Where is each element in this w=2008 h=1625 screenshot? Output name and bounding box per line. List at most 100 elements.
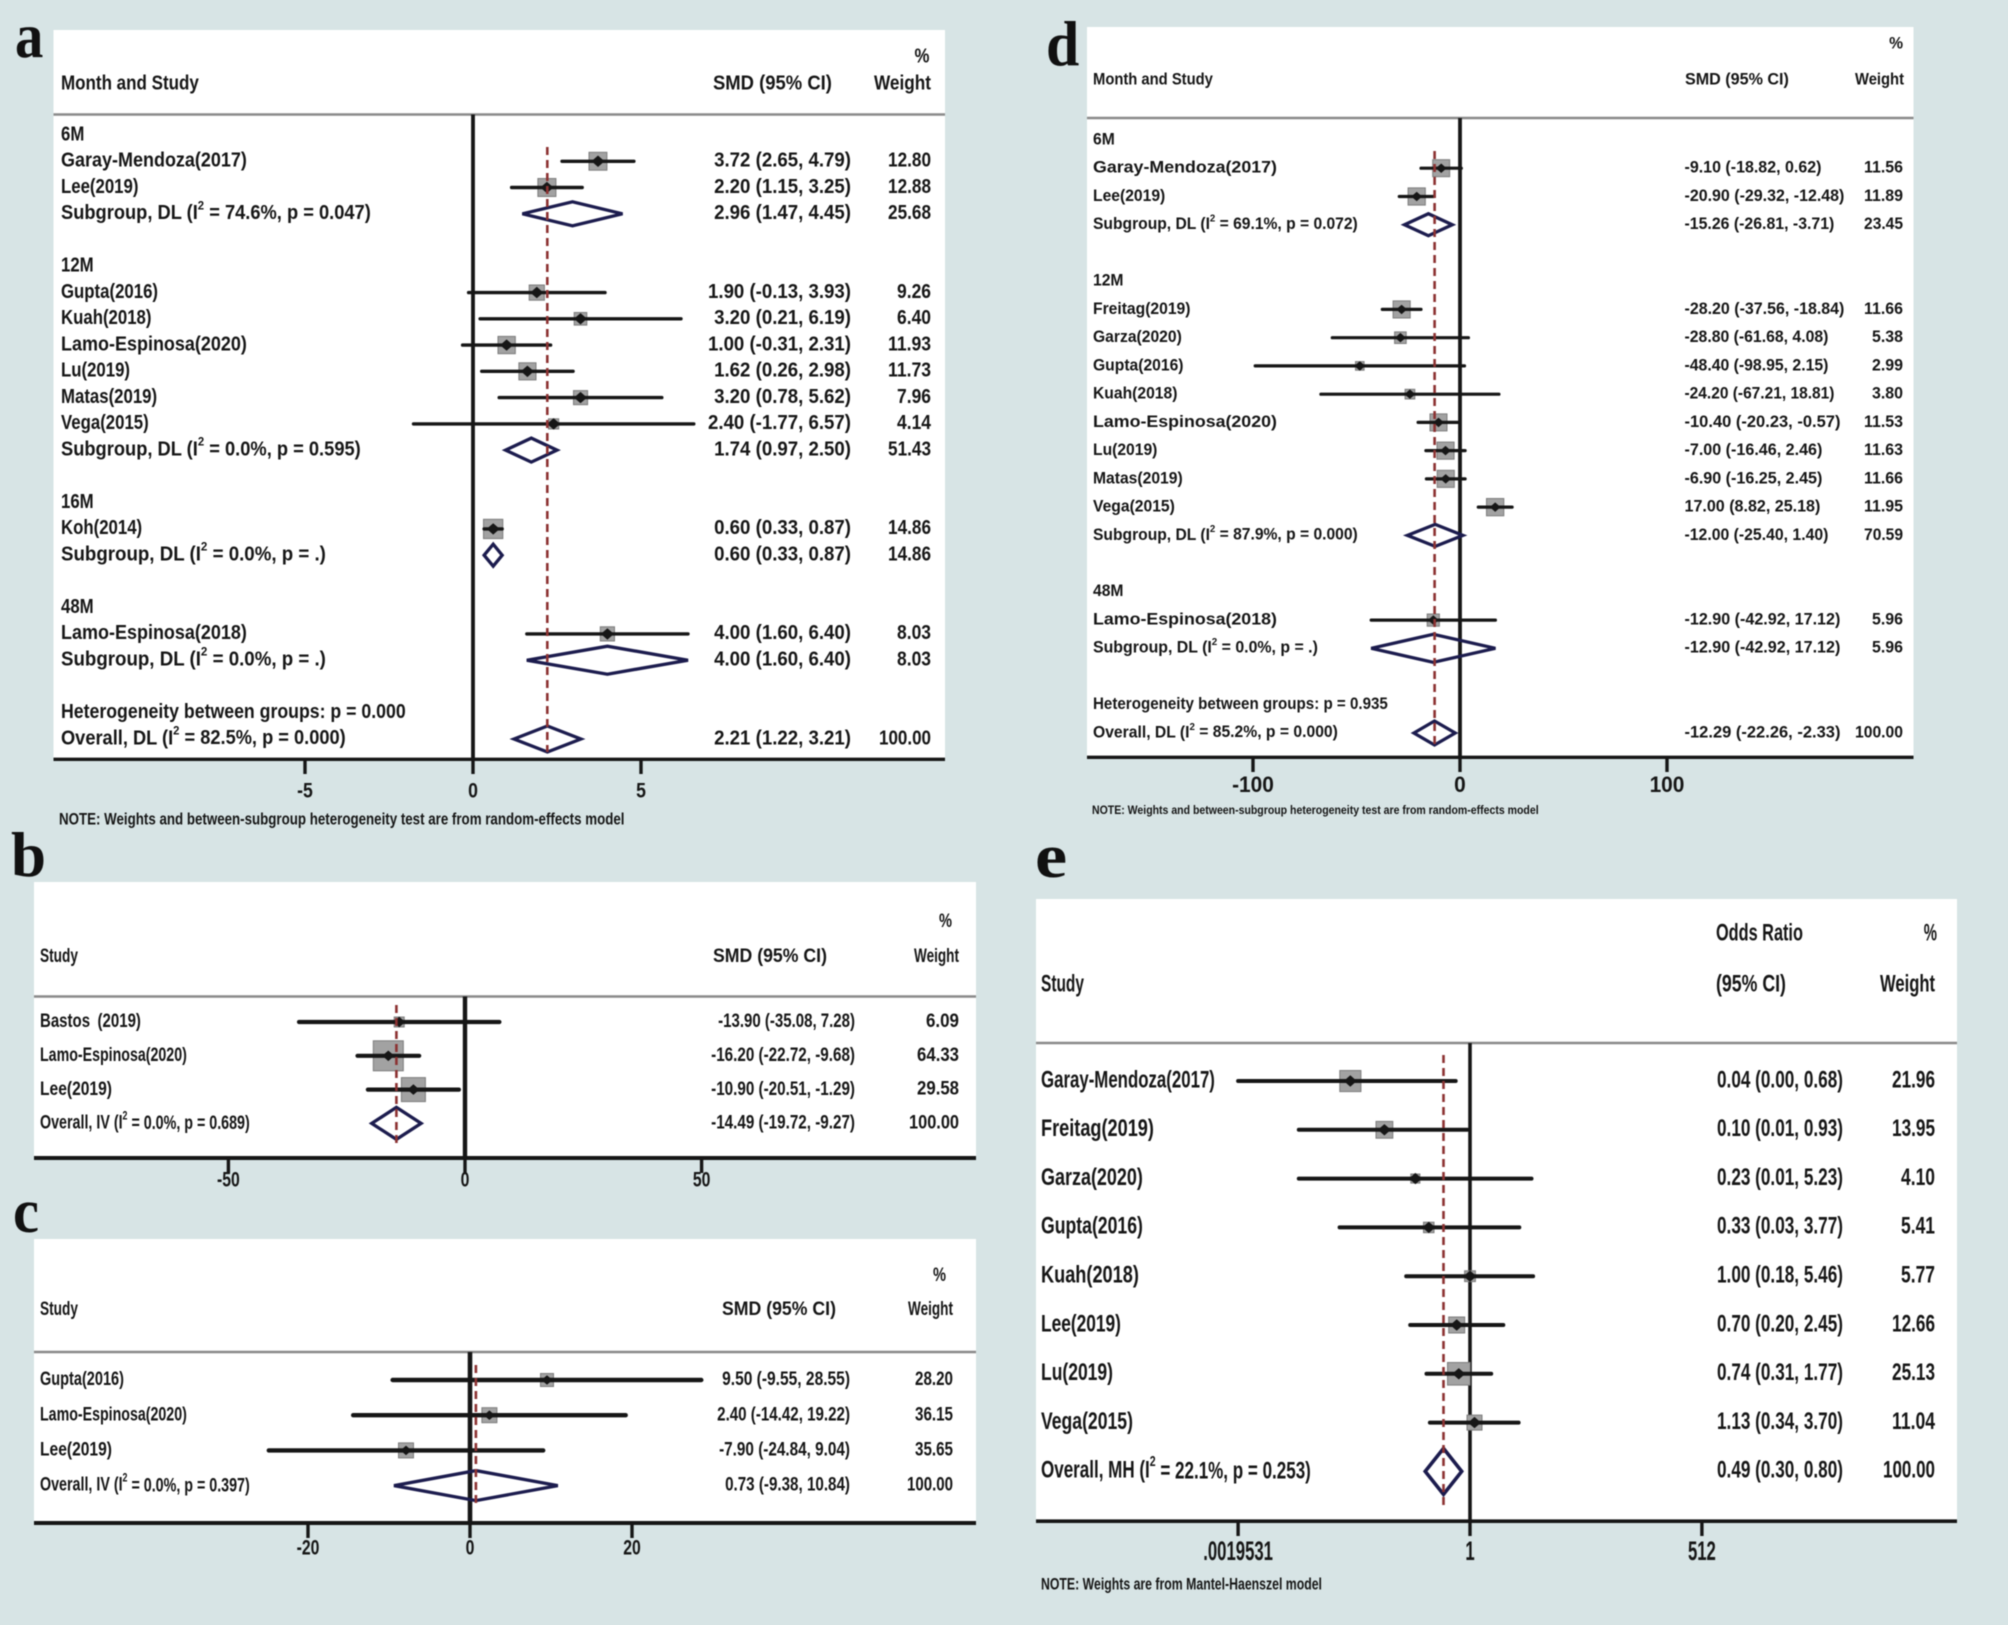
svg-text:12M: 12M (61, 253, 94, 276)
svg-text:0.23 (0.01, 5.23): 0.23 (0.01, 5.23) (1717, 1164, 1843, 1190)
svg-text:2.40 (-1.77, 6.57): 2.40 (-1.77, 6.57) (708, 413, 851, 435)
svg-text:SMD (95% CI): SMD (95% CI) (713, 944, 827, 966)
svg-text:c: c (13, 1177, 39, 1246)
svg-text:-13.90 (-35.08, 7.28): -13.90 (-35.08, 7.28) (718, 1009, 855, 1031)
svg-text:Subgroup, DL (I2 = 74.6%, p =: Subgroup, DL (I2 = 74.6%, p = 0.047) (61, 198, 371, 224)
svg-text:-28.20 (-37.56, -18.84): -28.20 (-37.56, -18.84) (1685, 300, 1845, 318)
svg-text:Gupta(2016): Gupta(2016) (1093, 356, 1184, 374)
svg-text:4.00 (1.60, 6.40): 4.00 (1.60, 6.40) (714, 648, 851, 671)
svg-text:Subgroup, DL (I2 = 87.9%, p =: Subgroup, DL (I2 = 87.9%, p = 0.000) (1093, 524, 1358, 544)
svg-text:Weight: Weight (1855, 71, 1905, 89)
svg-text:SMD (95% CI): SMD (95% CI) (713, 73, 832, 95)
svg-text:-24.20 (-67.21, 18.81): -24.20 (-67.21, 18.81) (1685, 385, 1835, 403)
svg-text:3.20 (0.21, 6.19): 3.20 (0.21, 6.19) (714, 307, 851, 330)
svg-text:Study: Study (40, 945, 78, 967)
svg-text:0.04 (0.00, 0.68): 0.04 (0.00, 0.68) (1717, 1067, 1843, 1093)
svg-text:NOTE: Weights and between-subg: NOTE: Weights and between-subgroup heter… (59, 810, 624, 829)
svg-text:Weight: Weight (1880, 970, 1935, 997)
svg-text:-20: -20 (297, 1535, 320, 1559)
svg-text:Lamo-Espinosa(2020): Lamo-Espinosa(2020) (40, 1403, 187, 1425)
svg-text:Weight: Weight (914, 945, 959, 967)
svg-text:1.00 (-0.31, 2.31): 1.00 (-0.31, 2.31) (708, 334, 851, 356)
svg-text:-5: -5 (297, 779, 313, 803)
svg-text:20: 20 (623, 1535, 641, 1559)
svg-text:-7.00 (-16.46, 2.46): -7.00 (-16.46, 2.46) (1685, 441, 1823, 459)
svg-text:Subgroup, DL (I2 = 0.0%, p = .: Subgroup, DL (I2 = 0.0%, p = .) (1093, 637, 1318, 657)
svg-text:Vega(2015): Vega(2015) (61, 411, 149, 434)
svg-text:Weight: Weight (908, 1298, 953, 1320)
svg-text:5.77: 5.77 (1901, 1262, 1935, 1288)
svg-text:16M: 16M (61, 489, 94, 512)
svg-text:Garay-Mendoza(2017): Garay-Mendoza(2017) (61, 150, 247, 172)
svg-text:.0019531: .0019531 (1203, 1536, 1273, 1566)
svg-text:5.41: 5.41 (1901, 1213, 1935, 1239)
svg-text:Garza(2020): Garza(2020) (1041, 1165, 1143, 1191)
svg-text:0.70 (0.20, 2.45): 0.70 (0.20, 2.45) (1717, 1311, 1843, 1337)
svg-text:(95% CI): (95% CI) (1716, 971, 1786, 997)
svg-text:8.03: 8.03 (897, 647, 931, 669)
svg-text:Odds Ratio: Odds Ratio (1716, 919, 1803, 946)
svg-text:28.20: 28.20 (915, 1367, 953, 1389)
svg-text:Gupta(2016): Gupta(2016) (1041, 1213, 1143, 1239)
svg-text:1: 1 (1465, 1536, 1474, 1566)
svg-text:-9.10 (-18.82, 0.62): -9.10 (-18.82, 0.62) (1685, 158, 1822, 176)
svg-text:Kuah(2018): Kuah(2018) (1093, 384, 1177, 402)
svg-text:2.20 (1.15, 3.25): 2.20 (1.15, 3.25) (714, 175, 851, 198)
svg-text:Lee(2019): Lee(2019) (40, 1438, 112, 1460)
svg-text:Overall, DL (I2 = 85.2%, p = 0: Overall, DL (I2 = 85.2%, p = 0.000) (1093, 721, 1338, 741)
svg-text:1.00 (0.18, 5.46): 1.00 (0.18, 5.46) (1717, 1262, 1843, 1288)
svg-text:4.10: 4.10 (1901, 1164, 1935, 1190)
svg-text:Lamo-Espinosa(2020): Lamo-Espinosa(2020) (40, 1044, 187, 1066)
svg-text:11.56: 11.56 (1864, 158, 1903, 176)
svg-text:Freitag(2019): Freitag(2019) (1093, 299, 1190, 317)
svg-text:-100: -100 (1232, 772, 1274, 797)
svg-text:Study: Study (40, 1298, 78, 1320)
svg-text:Overall, IV (I2 = 0.0%, p = 0.: Overall, IV (I2 = 0.0%, p = 0.689) (40, 1109, 250, 1133)
svg-text:5.96: 5.96 (1872, 638, 1903, 656)
svg-text:100.00: 100.00 (1855, 723, 1903, 741)
svg-text:NOTE: Weights and between-subg: NOTE: Weights and between-subgroup heter… (1092, 805, 1539, 818)
svg-text:64.33: 64.33 (917, 1044, 959, 1065)
svg-text:5.38: 5.38 (1872, 328, 1903, 346)
svg-text:11.95: 11.95 (1864, 497, 1903, 515)
svg-text:%: % (933, 1263, 946, 1286)
svg-text:b: b (11, 820, 46, 890)
svg-text:12M: 12M (1093, 271, 1123, 289)
svg-text:6.09: 6.09 (926, 1009, 959, 1031)
svg-text:Lee(2019): Lee(2019) (1041, 1311, 1121, 1337)
svg-text:-14.49 (-19.72, -9.27): -14.49 (-19.72, -9.27) (711, 1111, 855, 1133)
svg-text:d: d (1046, 10, 1079, 80)
svg-text:2.21 (1.22, 3.21): 2.21 (1.22, 3.21) (714, 727, 851, 750)
svg-text:0.49 (0.30, 0.80): 0.49 (0.30, 0.80) (1717, 1457, 1843, 1483)
svg-text:Month and Study: Month and Study (1093, 71, 1213, 89)
svg-text:Overall, DL (I2 = 82.5%, p = 0: Overall, DL (I2 = 82.5%, p = 0.000) (61, 723, 346, 749)
svg-text:0.74 (0.31, 1.77): 0.74 (0.31, 1.77) (1717, 1359, 1843, 1385)
svg-text:Weight: Weight (874, 71, 931, 94)
svg-text:-20.90 (-29.32, -12.48): -20.90 (-29.32, -12.48) (1685, 187, 1845, 205)
svg-text:-50: -50 (217, 1167, 240, 1191)
svg-text:50: 50 (693, 1167, 711, 1191)
svg-text:1.74 (0.97, 2.50): 1.74 (0.97, 2.50) (714, 438, 851, 461)
svg-text:-16.20 (-22.72, -9.68): -16.20 (-22.72, -9.68) (711, 1043, 855, 1065)
svg-text:11.04: 11.04 (1892, 1408, 1935, 1434)
svg-text:Garay-Mendoza(2017): Garay-Mendoza(2017) (1093, 157, 1277, 176)
svg-text:2.99: 2.99 (1872, 356, 1903, 374)
svg-text:-7.90 (-24.84, 9.04): -7.90 (-24.84, 9.04) (719, 1438, 850, 1460)
svg-text:25.13: 25.13 (1892, 1359, 1935, 1385)
svg-text:Vega(2015): Vega(2015) (1093, 497, 1175, 515)
svg-text:7.96: 7.96 (897, 385, 931, 407)
svg-text:11.66: 11.66 (1864, 469, 1903, 487)
svg-text:Kuah(2018): Kuah(2018) (1041, 1261, 1139, 1288)
svg-text:Bastos (2019): Bastos (2019) (40, 1009, 141, 1031)
svg-text:-12.29 (-22.26, -2.33): -12.29 (-22.26, -2.33) (1685, 723, 1841, 741)
svg-text:2.96 (1.47, 4.45): 2.96 (1.47, 4.45) (714, 202, 851, 225)
svg-text:0: 0 (461, 1167, 470, 1191)
svg-text:0.73 (-9.38, 10.84): 0.73 (-9.38, 10.84) (725, 1473, 850, 1495)
svg-text:Gupta(2016): Gupta(2016) (61, 279, 158, 302)
svg-text:Lee(2019): Lee(2019) (40, 1077, 112, 1099)
svg-text:2.40 (-14.42, 19.22): 2.40 (-14.42, 19.22) (717, 1402, 850, 1424)
svg-text:Study: Study (1041, 971, 1085, 997)
svg-text:Koh(2014): Koh(2014) (61, 516, 142, 539)
svg-text:48M: 48M (1093, 582, 1123, 600)
svg-text:Vega(2015): Vega(2015) (1041, 1408, 1133, 1434)
